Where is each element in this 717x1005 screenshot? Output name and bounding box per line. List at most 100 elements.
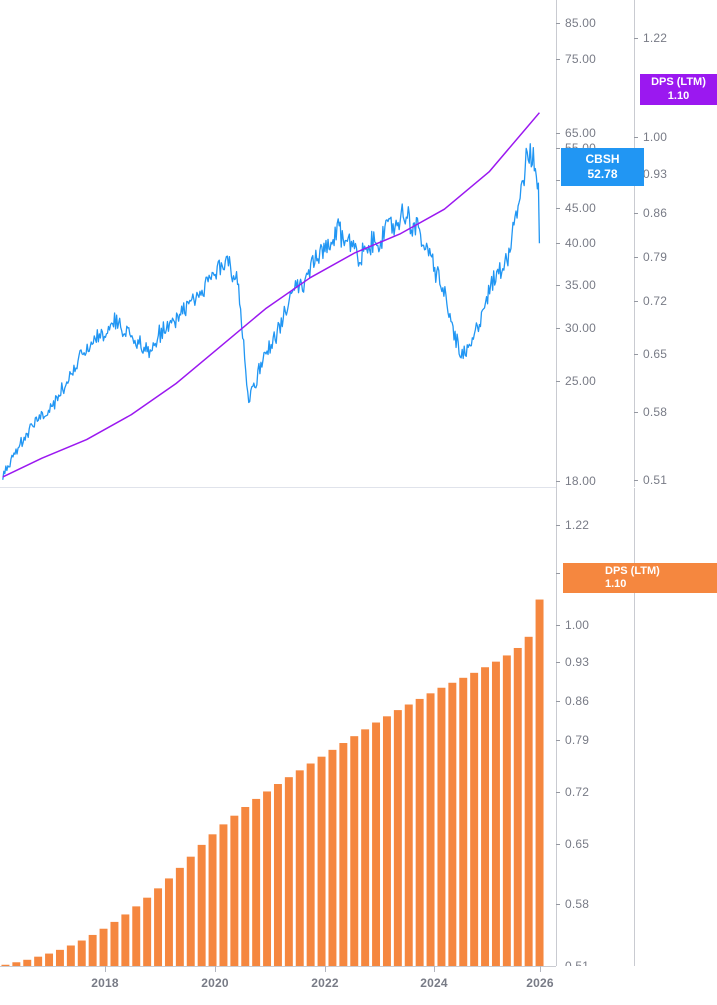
dps-bar[interactable] — [502, 655, 511, 966]
dps-badge-pane-value: 1.10 — [605, 578, 627, 590]
dps-bar[interactable] — [372, 722, 381, 966]
dps-bar[interactable] — [361, 729, 370, 966]
dps-bar[interactable] — [513, 647, 522, 966]
dps-bar[interactable] — [350, 736, 359, 966]
axis-tick-label: 0.65 — [634, 347, 667, 361]
axis-tick-label: 1.22 — [556, 518, 589, 532]
time-axis[interactable]: 2018 2020 2022 2024 2026 — [0, 966, 717, 1005]
dps-bar[interactable] — [99, 928, 108, 966]
dps-badge-overlay[interactable]: DPS (LTM) 1.10 — [640, 74, 717, 105]
axis-tick-mark — [556, 844, 560, 846]
axis-tick-mark — [556, 904, 560, 906]
axis-tick-mark — [556, 525, 560, 527]
price-chart-pane[interactable] — [0, 0, 556, 487]
axis-tick-mark — [556, 481, 560, 483]
price-axis-line — [556, 0, 557, 966]
price-badge-label: CBSH — [585, 152, 620, 167]
dps-bar[interactable] — [317, 756, 326, 966]
dps-bar[interactable] — [34, 956, 43, 966]
axis-tick-label: 75.00 — [556, 52, 596, 66]
dps-bar[interactable] — [230, 815, 239, 966]
dps-bar[interactable] — [481, 667, 490, 966]
dps-bar[interactable] — [524, 636, 533, 966]
dps-bar[interactable] — [328, 749, 337, 966]
dps-bar[interactable] — [459, 677, 468, 966]
dps-bar[interactable] — [263, 791, 272, 966]
dps-badge-pane[interactable]: DPS (LTM) 1.10 — [563, 563, 717, 593]
time-tick-mark — [215, 966, 216, 972]
dps-chart-pane[interactable] — [0, 488, 556, 966]
dps-bar[interactable] — [66, 945, 75, 967]
axis-tick-mark — [556, 23, 560, 25]
dps-axis-line-lower — [634, 488, 635, 966]
dps-bar[interactable] — [121, 914, 130, 966]
dps-badge-overlay-label: DPS (LTM) — [651, 76, 706, 89]
axis-tick-mark — [556, 133, 560, 135]
dps-bar[interactable] — [55, 949, 64, 966]
axis-tick-mark — [634, 213, 638, 215]
axis-tick-mark — [556, 381, 560, 383]
dps-bar[interactable] — [132, 906, 141, 966]
dps-bar[interactable] — [470, 672, 479, 966]
dps-bar[interactable] — [415, 698, 424, 966]
dps-bar[interactable] — [273, 784, 282, 966]
dps-scale-axis[interactable]: 1.22 1.00 0.93 0.86 0.79 0.72 0.65 0.58 0.51 — [634, 0, 717, 966]
dps-bar[interactable] — [208, 834, 217, 966]
dps-bar[interactable] — [448, 682, 457, 966]
price-badge-cbsh[interactable]: CBSH 52.78 — [561, 148, 644, 186]
axis-tick-mark — [556, 148, 560, 150]
axis-tick-label: 1.00 — [634, 130, 667, 144]
dps-bar[interactable] — [306, 763, 315, 966]
dps-bar[interactable] — [175, 867, 184, 966]
axis-tick-mark — [556, 328, 560, 330]
dps-bar[interactable] — [295, 770, 304, 966]
dps-bar[interactable] — [241, 806, 250, 966]
time-tick-mark — [105, 966, 106, 972]
axis-tick-mark — [556, 625, 560, 627]
dps-bar[interactable] — [23, 959, 32, 966]
axis-tick-mark — [556, 208, 560, 210]
axis-tick-label: 45.00 — [556, 201, 596, 215]
dps-bar[interactable] — [143, 897, 152, 966]
axis-tick-label: 0.58 — [556, 897, 589, 911]
dps-bar[interactable] — [437, 687, 446, 966]
dps-bar[interactable] — [110, 921, 119, 966]
dps-bar[interactable] — [535, 599, 544, 966]
dps-bar[interactable] — [219, 824, 228, 966]
axis-tick-label: 0.93 — [556, 655, 589, 669]
axis-tick-mark — [556, 573, 560, 575]
axis-tick-label: 0.72 — [634, 294, 667, 308]
pane-divider[interactable] — [0, 487, 556, 488]
axis-tick-label: 40.00 — [556, 236, 596, 250]
dps-bar[interactable] — [197, 844, 206, 966]
axis-tick-mark — [556, 59, 560, 61]
dps-bar[interactable] — [88, 934, 97, 966]
price-badge-value: 52.78 — [587, 167, 618, 181]
axis-tick-label: 30.00 — [556, 321, 596, 335]
dps-bar[interactable] — [382, 716, 391, 966]
dps-bar[interactable] — [186, 856, 195, 966]
dps-bar[interactable] — [12, 962, 21, 966]
dps-tick-group-lower: 1.221.111.000.930.860.790.720.650.580.51 — [556, 0, 634, 973]
dps-bar[interactable] — [491, 661, 500, 966]
dps-bar[interactable] — [164, 878, 173, 966]
axis-tick-mark — [634, 257, 638, 259]
dps-bar[interactable] — [284, 777, 293, 966]
dps-bar[interactable] — [252, 798, 261, 966]
axis-tick-label: 35.00 — [556, 278, 596, 292]
dps-axis-line-upper — [634, 0, 635, 487]
dps-bar[interactable] — [393, 710, 402, 966]
axis-tick-label: 1.22 — [634, 31, 667, 45]
dps-bar[interactable] — [77, 940, 86, 966]
axis-tick-label: 18.00 — [556, 474, 596, 488]
dps-bar[interactable] — [426, 693, 435, 966]
dps-bar[interactable] — [45, 953, 54, 966]
axis-tick-mark — [556, 792, 560, 794]
axis-tick-label: 65.00 — [556, 126, 596, 140]
axis-tick-mark — [556, 243, 560, 245]
dps-bar[interactable] — [339, 743, 348, 966]
dps-bar[interactable] — [1, 964, 10, 966]
dps-bar[interactable] — [404, 704, 413, 966]
dps-bar[interactable] — [154, 888, 163, 966]
axis-tick-label: 0.86 — [634, 206, 667, 220]
